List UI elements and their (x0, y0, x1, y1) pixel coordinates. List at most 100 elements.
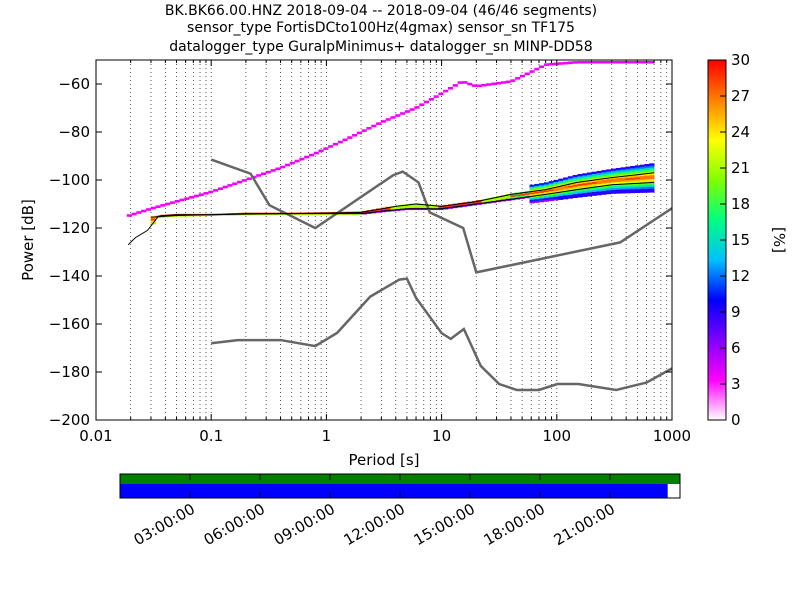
ppsd-cell (539, 194, 545, 197)
ppsd-cell (567, 176, 573, 179)
ppsd-cell (256, 174, 262, 177)
ppsd-cell (649, 182, 655, 185)
ppsd-cell (563, 179, 569, 182)
ppsd-cell (323, 147, 329, 150)
ppsd-cell (567, 187, 573, 190)
ppsd-cell (630, 177, 636, 180)
ppsd-cell (505, 80, 511, 84)
chart-title-line-3: datalogger_type GuralpMinimus+ datalogge… (169, 39, 592, 55)
ppsd-cell (567, 179, 573, 183)
ppsd-cell (625, 179, 631, 183)
colorbar-tick-label: 12 (731, 267, 750, 285)
ppsd-cell (611, 182, 617, 185)
ppsd-cell (639, 186, 645, 190)
ppsd-cell (409, 205, 415, 208)
ppsd-cell (639, 173, 645, 177)
ppsd-cell (649, 163, 655, 166)
ppsd-cell (543, 191, 549, 195)
ppsd-cell (644, 167, 650, 170)
ppsd-cell (596, 189, 602, 192)
ppsd-cell (615, 187, 621, 190)
colorbar-tick-label: 3 (731, 375, 741, 393)
colorbar-ticks: 0 3 6 9 12 15 18 21 24 27 30 (720, 51, 750, 429)
y-tick-label: −140 (49, 267, 90, 285)
ppsd-cell (591, 183, 597, 186)
ppsd-cell (582, 173, 588, 176)
colorbar-tick-label: 18 (731, 195, 750, 213)
ppsd-cell (649, 184, 655, 187)
x-tick-label: 1 (322, 427, 332, 445)
plot-background (96, 60, 672, 420)
ppsd-cell (611, 170, 617, 173)
ppsd-cell (577, 175, 583, 179)
x-tick-label: 100 (542, 427, 571, 445)
ppsd-cell (414, 205, 420, 208)
ppsd-cell (572, 188, 578, 191)
ppsd-cell (567, 194, 573, 197)
plot-frame (95, 59, 673, 421)
ppsd-cell (280, 213, 286, 215)
ppsd-cell (543, 197, 549, 200)
y-tick-label: −100 (49, 171, 90, 189)
ppsd-cell (625, 191, 631, 194)
ppsd-cell (630, 183, 636, 186)
ppsd-cell (611, 60, 617, 64)
ppsd-cell (213, 189, 219, 192)
ppsd-cell (630, 165, 636, 169)
ppsd-cell (630, 189, 636, 192)
y-axis-label: Power [dB] (19, 199, 37, 281)
ppsd-cell (237, 214, 243, 216)
ppsd-cell (587, 172, 593, 175)
ppsd-cell (591, 191, 597, 194)
ppsd-cell (572, 180, 578, 183)
ppsd-cell (400, 112, 406, 115)
ppsd-cell (587, 192, 593, 195)
ppsd-cell (352, 133, 358, 137)
ppsd-cell (217, 187, 223, 191)
ppsd-cell (380, 120, 386, 123)
ppsd-cell (553, 192, 559, 195)
ppsd-cell (543, 193, 549, 197)
ppsd-cell (644, 177, 650, 180)
ppsd-cell (529, 192, 535, 195)
ppsd-cell (634, 175, 641, 178)
ppsd-cell (582, 192, 588, 195)
ppsd-cell (160, 204, 166, 207)
ppsd-cell (136, 211, 142, 214)
ppsd-cell (634, 190, 641, 194)
ppsd-cell (587, 194, 593, 197)
ppsd-cell (630, 175, 636, 178)
ppsd-cell (601, 183, 607, 186)
ppsd-cell (587, 184, 593, 187)
ppsd-cell (620, 181, 626, 184)
ppsd-cell (409, 108, 415, 111)
ppsd-cell (644, 181, 650, 184)
ppsd-cell (620, 185, 626, 188)
ppsd-cell (428, 98, 434, 101)
ppsd-cell (414, 106, 420, 109)
ppsd-cell (529, 199, 535, 202)
ppsd-cell (232, 214, 238, 216)
ppsd-cell (611, 191, 617, 194)
ppsd-cell (601, 179, 607, 182)
ppsd-cell (476, 84, 482, 88)
ppsd-cell (649, 186, 655, 189)
ppsd-cell (203, 192, 209, 195)
y-tick-label: −80 (58, 123, 90, 141)
ppsd-cell (567, 196, 573, 199)
ppsd-cell (251, 213, 257, 216)
ppsd-cell (491, 82, 497, 86)
ppsd-cell (596, 183, 602, 187)
ppsd-cell (606, 182, 612, 185)
ppsd-cell (261, 172, 267, 176)
ppsd-cell (265, 213, 271, 216)
ppsd-cell (596, 182, 602, 185)
ppsd-cell (495, 81, 502, 85)
ppsd-cell (620, 179, 626, 182)
colorbar-tick-label: 21 (731, 159, 750, 177)
ppsd-cell (634, 169, 641, 172)
ppsd-cell (553, 194, 559, 197)
ppsd-cell (644, 165, 650, 169)
ppsd-cell (611, 189, 617, 192)
ppsd-cell (606, 180, 612, 183)
